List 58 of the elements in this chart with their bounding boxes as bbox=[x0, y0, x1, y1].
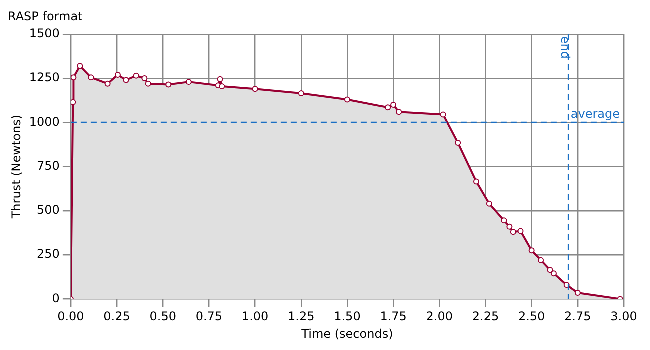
y-tick-label: 250 bbox=[37, 247, 60, 262]
point bbox=[145, 80, 152, 87]
point bbox=[77, 63, 84, 70]
x-tick-label: 2.25 bbox=[472, 310, 500, 324]
point bbox=[574, 290, 581, 296]
point bbox=[70, 99, 76, 106]
point bbox=[114, 72, 121, 78]
chart-title: RASP format bbox=[8, 9, 84, 24]
ref-line-label: average bbox=[570, 106, 620, 121]
point bbox=[486, 200, 492, 207]
x-tick-label: 0.50 bbox=[150, 310, 176, 324]
x-tick-label: 1.50 bbox=[334, 310, 361, 324]
point bbox=[440, 112, 446, 118]
point bbox=[474, 178, 480, 185]
point bbox=[219, 83, 226, 90]
point bbox=[455, 140, 462, 146]
x-axis-title: Time (seconds) bbox=[300, 326, 394, 341]
x-tick-label: 2.00 bbox=[426, 310, 454, 324]
point bbox=[166, 82, 172, 88]
point bbox=[104, 80, 111, 87]
point bbox=[390, 102, 397, 108]
y-tick-label: 0 bbox=[52, 291, 60, 306]
point bbox=[133, 72, 140, 79]
point bbox=[396, 109, 402, 116]
x-tick-label: 1.25 bbox=[288, 310, 315, 324]
x-tick-label: 2.75 bbox=[564, 310, 592, 324]
y-tick-label: 500 bbox=[37, 203, 60, 218]
point bbox=[123, 77, 130, 84]
x-tick-label: 0.75 bbox=[196, 310, 223, 324]
point bbox=[217, 76, 224, 82]
point bbox=[518, 228, 524, 234]
x-tick-label: 0.25 bbox=[104, 310, 130, 324]
ref-line-label: end bbox=[558, 36, 573, 60]
y-tick-label: 750 bbox=[37, 158, 60, 173]
point bbox=[142, 76, 148, 82]
point bbox=[550, 270, 557, 277]
x-tick-label: 2.50 bbox=[518, 310, 546, 324]
point bbox=[344, 96, 350, 103]
y-axis-title: Thrust (Newtons) bbox=[9, 114, 24, 220]
y-tick-label: 1250 bbox=[29, 70, 60, 85]
point bbox=[186, 79, 192, 86]
point bbox=[510, 229, 516, 236]
x-tick-label: 3.00 bbox=[610, 310, 638, 324]
y-tick-label: 1500 bbox=[29, 26, 60, 41]
y-tick-label: 1000 bbox=[29, 114, 60, 129]
point bbox=[547, 267, 554, 274]
x-tick-label: 1.75 bbox=[380, 310, 407, 324]
x-tick-label: 1.00 bbox=[242, 310, 269, 324]
point bbox=[70, 74, 77, 81]
point bbox=[538, 257, 544, 264]
point bbox=[501, 218, 508, 224]
point bbox=[385, 104, 392, 111]
point bbox=[506, 224, 513, 230]
x-tick-label: 0.00 bbox=[58, 310, 84, 324]
point bbox=[88, 74, 94, 81]
point bbox=[252, 86, 258, 92]
point bbox=[298, 90, 304, 97]
point bbox=[528, 248, 535, 254]
